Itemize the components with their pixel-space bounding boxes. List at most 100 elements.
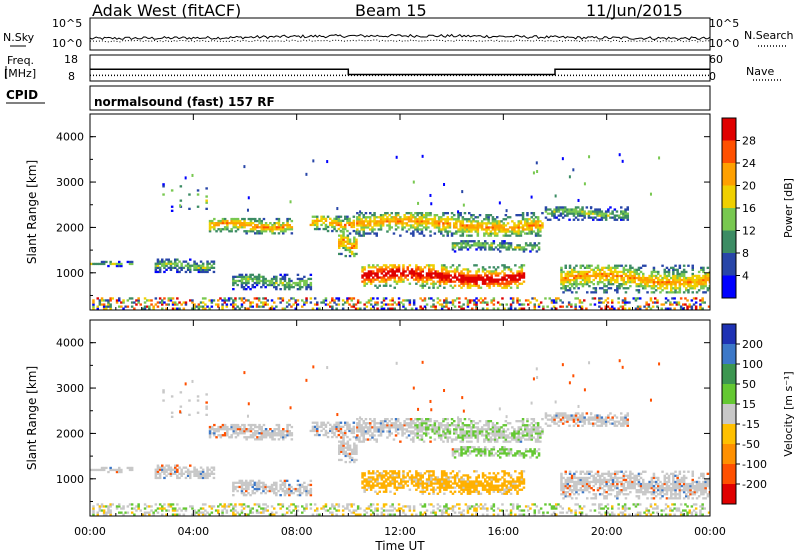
power-cell <box>382 268 386 271</box>
power-cell <box>204 268 207 271</box>
power-cell <box>428 286 431 289</box>
velocity-cell <box>290 489 293 493</box>
power-cell <box>113 262 117 266</box>
power-cell <box>626 268 630 271</box>
velocity-cell <box>282 438 285 441</box>
velocity-cell <box>309 492 313 495</box>
velocity-cell <box>378 486 381 489</box>
power-cell <box>141 307 145 310</box>
power-cell <box>346 240 350 243</box>
power-cell <box>290 283 293 287</box>
power-cell <box>524 248 528 251</box>
power-cell <box>667 268 671 271</box>
velocity-cell <box>491 424 495 427</box>
power-cell <box>602 216 606 219</box>
velocity-cell <box>421 492 424 495</box>
power-cell <box>487 234 490 237</box>
power-cell <box>427 220 430 223</box>
power-cell <box>419 270 422 273</box>
velocity-cell <box>258 438 261 441</box>
power-cell <box>369 307 373 310</box>
power-cell <box>503 244 506 247</box>
velocity-cell <box>340 444 343 447</box>
velocity-cell <box>515 438 518 441</box>
velocity-cell <box>258 423 261 427</box>
velocity-cell <box>338 446 341 449</box>
power-cell <box>397 264 401 267</box>
power-cell <box>369 266 373 269</box>
power-cell <box>470 228 473 231</box>
power-cell <box>670 266 673 269</box>
velocity-cell <box>511 432 514 435</box>
power-cell <box>412 216 415 219</box>
power-cell <box>174 264 177 267</box>
power-cell <box>553 212 556 215</box>
velocity-cell <box>391 470 394 473</box>
power-cell <box>505 282 508 285</box>
power-cell <box>590 281 593 284</box>
velocity-cell <box>513 432 516 435</box>
velocity-cell <box>348 460 352 464</box>
power-cell <box>661 283 664 286</box>
velocity-cell <box>460 484 463 487</box>
power-cell <box>443 286 446 289</box>
velocity-cell <box>273 487 276 491</box>
velocity-cell <box>257 485 261 489</box>
power-cell <box>579 281 582 284</box>
velocity-cell <box>491 434 495 437</box>
velocity-cell <box>474 436 477 439</box>
power-cell <box>493 230 497 233</box>
velocity-cell <box>363 474 366 477</box>
velocity-cell <box>363 480 366 483</box>
velocity-cell <box>528 438 531 441</box>
power-cell <box>355 242 358 245</box>
power-cell <box>109 307 112 310</box>
power-cell <box>281 275 285 278</box>
velocity-cell <box>440 482 444 485</box>
power-cell <box>620 206 623 209</box>
power-cell <box>346 215 349 218</box>
velocity-cell <box>277 489 280 493</box>
power-cell <box>284 224 287 227</box>
power-cell <box>594 274 598 278</box>
power-cell <box>446 218 449 221</box>
power-cell <box>290 279 293 283</box>
power-cell <box>285 273 289 276</box>
power-cell <box>651 305 655 308</box>
power-cell <box>459 226 462 229</box>
velocity-cell <box>374 484 377 487</box>
power-cell <box>522 274 526 277</box>
power-cell <box>348 238 352 241</box>
power-cell <box>288 228 291 231</box>
velocity-cell <box>416 432 419 435</box>
velocity-cell <box>384 488 388 491</box>
power-cell <box>483 222 486 225</box>
power-cell <box>450 212 454 215</box>
power-cell <box>444 220 447 223</box>
velocity-cell <box>333 427 336 431</box>
power-cell <box>532 214 536 217</box>
velocity-cell <box>468 426 471 429</box>
power-cell <box>322 299 325 302</box>
velocity-cell <box>303 481 306 484</box>
power-cell <box>341 227 345 231</box>
power-cell <box>364 220 368 223</box>
power-cell <box>704 283 707 286</box>
power-cell <box>496 234 499 237</box>
power-cell <box>333 221 336 225</box>
velocity-cell <box>407 430 411 433</box>
power-cell <box>472 220 475 223</box>
velocity-cell <box>496 426 499 429</box>
power-cell <box>440 280 444 283</box>
power-cell <box>445 270 448 273</box>
power-cell <box>340 230 343 233</box>
velocity-cell <box>468 490 472 493</box>
power-cell <box>528 232 531 235</box>
power-cell <box>395 282 399 285</box>
power-cell <box>560 266 563 269</box>
velocity-cell <box>301 492 304 495</box>
power-cell <box>637 276 641 280</box>
power-cell <box>493 228 497 231</box>
velocity-cell <box>476 434 480 437</box>
power-cell <box>356 220 359 223</box>
